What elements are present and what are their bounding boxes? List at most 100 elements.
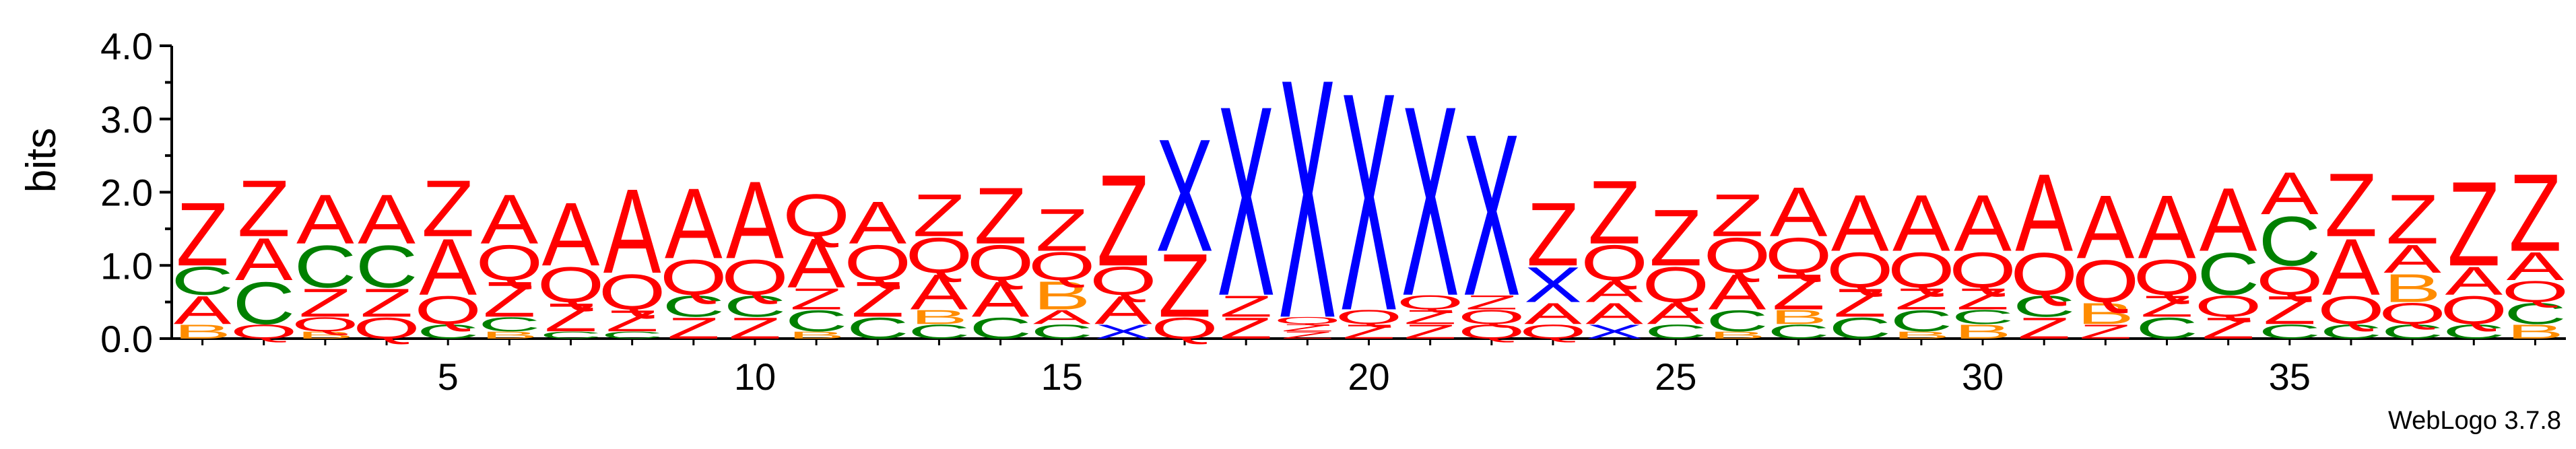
logo-letter-q: Q (1519, 320, 1587, 343)
x-tick-label: 15 (1041, 355, 1083, 398)
logo-letter-c: C (2258, 320, 2321, 343)
logo-letter-z: Z (2325, 154, 2377, 255)
logo-letter-z: Z (1097, 147, 1150, 293)
logo-letter-c: C (1828, 312, 1891, 345)
logo-letter-a: A (1647, 297, 1705, 331)
logo-letter-z: Z (1527, 184, 1579, 285)
logo-letter-c: C (171, 258, 234, 304)
logo-letter-q: Q (1458, 306, 1525, 328)
x-tick-label: 10 (734, 355, 776, 398)
logo-letter-z: Z (790, 282, 843, 316)
logo-letter-a: A (1585, 275, 1643, 309)
logo-letter-z: Z (1772, 265, 1824, 320)
logo-letter-c: C (478, 313, 541, 335)
logo-letter-z: Z (544, 296, 597, 341)
logo-letter-b: B (481, 330, 539, 341)
logo-letter-z: Z (1220, 312, 1272, 345)
logo-letter-x: X (1585, 320, 1643, 343)
x-tick-label: 35 (2269, 355, 2311, 398)
logo-letter-q: Q (783, 182, 850, 249)
y-tick-label: 0.0 (100, 318, 153, 360)
logo-letter-c: C (724, 289, 787, 323)
logo-letter-a: A (358, 180, 416, 258)
logo-letter-z: Z (1895, 282, 1948, 316)
logo-letter-q: Q (2072, 248, 2139, 315)
logo-letter-z: Z (360, 281, 413, 326)
x-tick-label: 25 (1655, 355, 1696, 398)
logo-letter-c: C (356, 234, 418, 300)
logo-letter-q: Q (1703, 228, 1771, 283)
logo-letter-a: A (2200, 169, 2257, 270)
logo-letter-c: C (1952, 306, 2014, 328)
logo-letter-z: Z (1035, 197, 1088, 263)
logo-letter-x: X (1217, 50, 1275, 353)
logo-letter-a: A (2383, 237, 2441, 282)
logo-letter-c: C (908, 320, 970, 343)
logo-letter-q: Q (353, 312, 420, 345)
logo-letter-c: C (1890, 304, 1953, 338)
logo-letter-z: Z (605, 304, 658, 338)
logo-letter-a: A (603, 164, 661, 299)
logo-letter-q: Q (1888, 242, 1955, 298)
logo-letter-q: Q (292, 313, 359, 335)
logo-letter-q: Q (2501, 275, 2569, 309)
logo-letter-a: A (2261, 160, 2319, 227)
logo-letter-a: A (911, 265, 968, 320)
logo-letter-z: Z (974, 172, 1026, 261)
logo-letter-c: C (294, 234, 356, 300)
weblogo-credit: WebLogo 3.7.8 (2387, 407, 2561, 435)
axes: 0.0 1.0 2.0 3.0 4.0 5 10 15 20 25 30 35 (100, 25, 2566, 398)
logo-letter-z: Z (1834, 281, 1886, 326)
logo-letter-a: A (1585, 297, 1643, 331)
logo-letter-c: C (969, 312, 1032, 345)
logo-letter-z: Z (2202, 312, 2254, 345)
logo-letter-q: Q (2195, 289, 2262, 323)
logo-letter-c: C (601, 330, 663, 341)
logo-letter-q: Q (1274, 315, 1341, 326)
logo-letter-z: Z (1588, 162, 1641, 263)
logo-letter-a: A (235, 226, 293, 293)
logo-letter-c: C (2013, 289, 2076, 323)
y-tick-label: 3.0 (100, 98, 153, 141)
logo-letter-a: A (1524, 297, 1582, 331)
logo-letter-a: A (726, 159, 784, 282)
logo-letter-a: A (2077, 176, 2135, 277)
logo-letter-b: B (1709, 330, 1766, 341)
logo-letter-z: Z (2509, 152, 2561, 275)
logo-letter-q: Q (599, 265, 666, 320)
logo-letter-a: A (1094, 288, 1152, 333)
logo-letter-a: A (2445, 258, 2503, 304)
logo-letter-a: A (2322, 223, 2380, 312)
logo-letter-q: Q (475, 235, 543, 291)
logo-letter-a: A (1033, 306, 1092, 328)
logo-letter-z: Z (1465, 291, 1518, 314)
x-tick-label: 30 (1962, 355, 2004, 398)
logo-letter-b: B (2383, 266, 2441, 311)
logo-letter-z: Z (1403, 320, 1456, 343)
logo-letter-q: Q (1581, 235, 1648, 291)
logo-letter-a: A (296, 180, 354, 258)
logo-letter-x: X (1094, 320, 1152, 343)
logo-letter-q: Q (1826, 242, 1894, 298)
logo-letter-q: Q (660, 250, 727, 306)
logo-letter-a: A (542, 184, 600, 285)
logo-letter-q: Q (2010, 241, 2078, 308)
logo-letter-a: A (1770, 172, 1828, 251)
logo-letter-c: C (2320, 320, 2383, 343)
logo-letter-z: Z (1281, 330, 1333, 341)
logo-letter-a: A (972, 272, 1030, 328)
logo-letter-c: C (785, 304, 848, 338)
logo-letter-x: X (1401, 50, 1459, 353)
logo-letter-q: Q (1765, 228, 1832, 283)
logo-letter-b: B (174, 320, 232, 343)
logo-letter-a: A (2507, 244, 2565, 289)
logo-letter-q: Q (905, 228, 972, 283)
y-tick-label: 1.0 (100, 244, 153, 287)
logo-letter-x: X (1279, 8, 1337, 389)
logo-letter-a: A (1892, 179, 1950, 269)
logo-letter-q: Q (1642, 257, 1709, 313)
logo-letter-q: Q (1949, 242, 2016, 298)
logo-letter-z: Z (2140, 289, 2193, 323)
logo-letter-a: A (2015, 152, 2073, 275)
